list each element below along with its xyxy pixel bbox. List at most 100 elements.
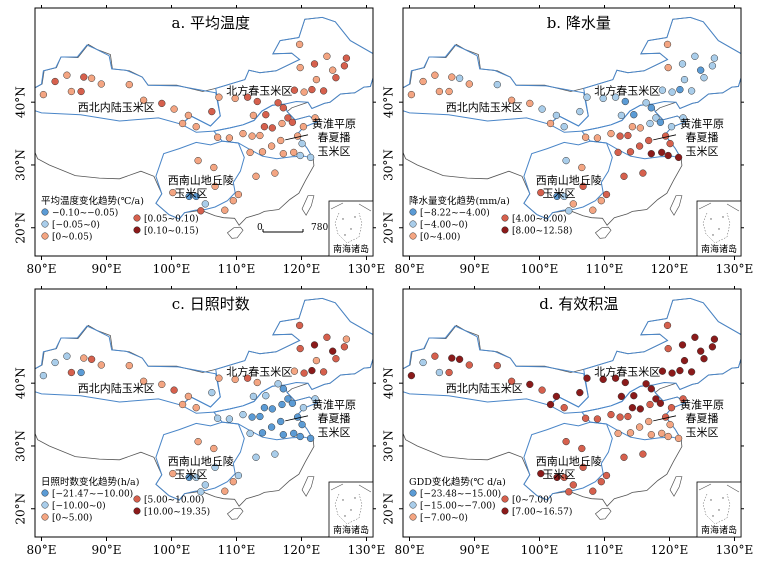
south-china-sea-inset: 南海诸岛 (696, 481, 742, 538)
station-point (340, 343, 349, 351)
region-label: 春夏播 (686, 130, 719, 144)
legend-swatch (409, 220, 417, 228)
station-point (39, 371, 48, 380)
station-point (260, 123, 269, 131)
station-point (431, 71, 439, 79)
station-point (639, 169, 647, 177)
station-point (39, 90, 48, 99)
legend-title: 日照时数变化趋势(h/a) (41, 476, 139, 488)
region-label: 玉米区 (175, 187, 208, 200)
station-point (268, 405, 276, 413)
region-label: 西南山地丘陵 (168, 455, 234, 468)
region-label: 西北内陆玉米区 (78, 381, 155, 395)
station-point (576, 388, 584, 397)
region-label: 玉米区 (318, 145, 351, 158)
legend-swatch (41, 501, 49, 509)
label-leader-line (653, 134, 677, 141)
station-point (578, 444, 586, 453)
station-point (630, 111, 638, 119)
station-point (221, 487, 229, 495)
station-point (278, 119, 286, 128)
station-point (645, 417, 653, 426)
x-tick-label: 110°E (218, 543, 256, 557)
region-label: 北方春玉米区 (226, 365, 292, 379)
station-point (234, 190, 243, 199)
station-point (262, 111, 270, 119)
x-tick-label: 90°E (91, 543, 121, 557)
station-point (445, 368, 453, 377)
station-point (256, 412, 264, 421)
station-point (277, 417, 285, 426)
station-point (419, 77, 427, 86)
station-point (252, 172, 260, 180)
station-point (599, 375, 607, 384)
region-label: 黄淮平原 (312, 116, 356, 130)
station-point (630, 392, 638, 400)
legend-swatch (41, 208, 49, 216)
station-point (628, 123, 637, 131)
station-point (170, 105, 178, 113)
legend-swatch (133, 214, 141, 222)
legend-label: [4.00~8.00) (512, 214, 567, 225)
station-point (295, 40, 304, 49)
station-point (581, 133, 590, 141)
legend-label: [0~7.00) (512, 495, 552, 506)
legend-swatch (41, 489, 49, 497)
station-point (125, 361, 133, 370)
station-point (597, 478, 605, 486)
station-point (279, 104, 287, 112)
legend-title: GDD变化趋势(℃ d/a) (409, 476, 506, 488)
region-label: 玉米区 (318, 426, 351, 439)
legend-label: [−0.05~0) (52, 220, 100, 231)
y-tick-label: 40°N (14, 367, 28, 399)
x-tick-label: 110°E (218, 262, 256, 276)
x-tick-label: 120°E (283, 543, 321, 557)
station-point (139, 377, 148, 385)
station-point (617, 111, 626, 120)
station-point (311, 395, 319, 403)
station-point (569, 200, 577, 208)
station-point (169, 469, 177, 478)
station-point (262, 392, 270, 400)
legend-label: [0~4.00) (420, 232, 460, 243)
taiwan-outline (301, 476, 315, 497)
taiwan-outline (301, 195, 315, 216)
panel-frame (402, 288, 742, 538)
station-point (298, 139, 306, 148)
station-point (435, 368, 444, 377)
station-point (581, 414, 590, 422)
station-point (194, 156, 202, 165)
legend-label: [7.00~16.57) (512, 507, 572, 518)
station-point (319, 368, 328, 376)
station-point (553, 473, 561, 482)
station-point (679, 114, 687, 122)
station-point (658, 148, 666, 157)
legend-swatch (501, 214, 509, 222)
station-point (125, 80, 133, 89)
panel-frame (402, 7, 742, 257)
station-point (63, 71, 71, 79)
legend-label: [0~0.05) (52, 232, 92, 243)
station-point (87, 74, 96, 82)
hainan-outline (594, 226, 612, 239)
inset-label: 南海诸岛 (701, 524, 737, 536)
station-point (679, 395, 687, 403)
station-point (201, 481, 209, 489)
station-point (642, 99, 650, 107)
station-point (562, 437, 570, 446)
station-point (448, 354, 456, 362)
station-point (710, 335, 719, 343)
maize-zone-boundary (403, 325, 589, 408)
station-point (455, 74, 464, 82)
station-point (635, 423, 644, 431)
station-point (602, 190, 611, 199)
legend-swatch (409, 489, 417, 497)
y-tick-label: 40°N (382, 367, 396, 399)
legend-label: −0.10~−0.05) (52, 208, 118, 219)
x-tick-label: 90°E (459, 262, 489, 276)
x-tick-label: 80°E (26, 543, 56, 557)
legend-swatch (501, 495, 509, 503)
station-point (664, 63, 672, 72)
station-point (678, 341, 687, 349)
